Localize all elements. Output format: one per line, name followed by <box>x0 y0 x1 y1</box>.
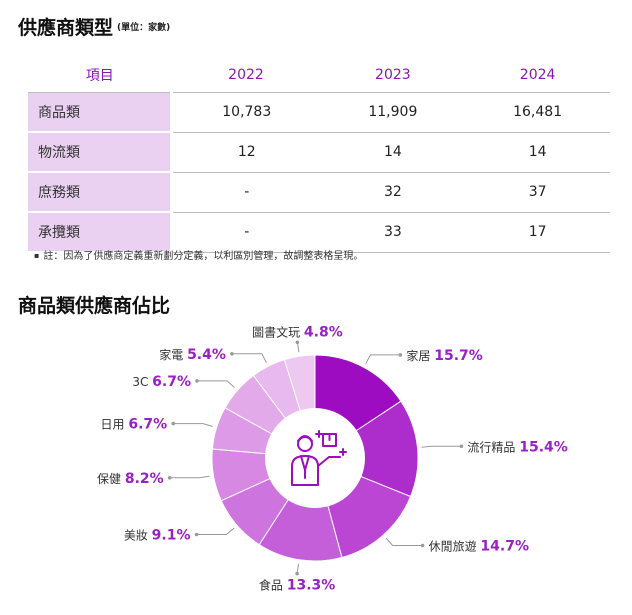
slice-label: 圖書文玩 4.8% <box>252 324 343 340</box>
slice-percent: 6.7% <box>128 417 167 433</box>
slice-percent: 8.2% <box>125 471 164 487</box>
slice-label: 保健 8.2% <box>97 471 164 487</box>
slice-percent: 6.7% <box>152 374 191 390</box>
slice-percent: 14.7% <box>480 539 529 555</box>
slice-label: 家居 15.7% <box>406 348 482 364</box>
table-cell: 10,783 <box>171 92 321 133</box>
table-row: 商品類 10,783 11,909 16,481 <box>28 92 610 133</box>
leader-lines <box>167 340 464 576</box>
leader-line <box>173 423 213 427</box>
table-cell: - <box>171 212 321 253</box>
header-2024: 2024 <box>465 58 610 93</box>
slice-name: 食品 <box>259 578 287 593</box>
leader-line <box>421 445 462 448</box>
table-cell: 11,909 <box>320 92 466 133</box>
merchant-with-box-icon <box>291 430 347 486</box>
table-row: 物流類 12 14 14 <box>28 132 610 173</box>
leader-dot <box>420 543 425 548</box>
slice-label: 3C 6.7% <box>132 374 191 390</box>
leader-dot <box>194 532 199 537</box>
footnote-text: 註：因為了供應商定義重新劃分定義，以利區別管理，故調整表格呈現。 <box>43 251 364 262</box>
supplier-table: 項目 2022 2023 2024 商品類 10,783 11,909 16,4… <box>28 58 610 253</box>
share-chart-title-text: 商品類供應商佔比 <box>18 295 171 317</box>
slice-percent: 15.7% <box>434 348 483 364</box>
row-label: 庶務類 <box>28 172 173 213</box>
leader-line <box>231 353 267 363</box>
slice-label: 日用 6.7% <box>101 417 168 433</box>
slice-name: 3C <box>132 375 152 389</box>
leader-dot <box>230 352 234 356</box>
table-cell: 14 <box>320 132 466 173</box>
table-cell: 17 <box>465 212 610 253</box>
leader-dot <box>295 571 299 576</box>
slice-name: 保健 <box>97 472 125 486</box>
table-cell: - <box>171 172 321 213</box>
slice-labels: 家居 15.7% 流行精品 15.4% 休閒旅遊 14.7% 食品 13.3% 美妝 9… <box>97 324 568 593</box>
supplier-types-title-text: 供應商類型 <box>18 17 114 39</box>
slice-label: 美妝 9.1% <box>124 528 191 544</box>
slice-percent: 9.1% <box>152 528 191 544</box>
share-chart-title: 商品類供應商佔比 <box>18 291 170 318</box>
table-cell: 12 <box>171 132 321 173</box>
supplier-types-title: 供應商類型 (單位：家數) <box>18 13 170 40</box>
table-cell: 16,481 <box>465 92 610 133</box>
slice-name: 圖書文玩 <box>252 324 304 339</box>
donut-slice <box>313 400 419 498</box>
slice-percent: 4.8% <box>304 324 343 340</box>
slice-percent: 5.4% <box>187 347 226 363</box>
slice-label: 食品 13.3% <box>259 578 335 594</box>
leader-dot <box>398 353 403 357</box>
slice-name: 美妝 <box>124 529 152 543</box>
slice-name: 家居 <box>406 348 434 363</box>
slice-name: 休閒旅遊 <box>429 539 481 554</box>
header-2023: 2023 <box>320 58 466 93</box>
table-footnote: ▪ 註：因為了供應商定義重新劃分定義，以利區別管理，故調整表格呈現。 <box>34 247 363 262</box>
leader-line <box>169 475 210 479</box>
unit-label: (單位：家數) <box>117 23 171 33</box>
leader-line <box>385 537 423 546</box>
slice-name: 家電 <box>159 347 187 362</box>
table-cell: 14 <box>465 132 610 173</box>
slice-percent: 15.4% <box>519 439 568 455</box>
table-cell: 33 <box>320 212 466 253</box>
leader-dot <box>167 476 172 480</box>
table-cell: 32 <box>320 172 466 213</box>
row-label: 物流類 <box>28 132 173 173</box>
leader-line <box>196 527 235 535</box>
slice-label: 家電 5.4% <box>159 347 226 363</box>
leader-dot <box>295 340 300 345</box>
header-2022: 2022 <box>171 58 321 93</box>
slice-name: 日用 <box>101 418 129 432</box>
slice-label: 流行精品 15.4% <box>467 439 567 455</box>
row-label: 承攬類 <box>28 212 173 253</box>
header-item: 項目 <box>28 58 172 93</box>
leader-dot <box>195 379 199 383</box>
slice-label: 休閒旅遊 14.7% <box>429 539 529 555</box>
table-row: 承攬類 - 33 17 <box>28 212 610 253</box>
table-header-row: 項目 2022 2023 2024 <box>28 58 610 93</box>
leader-dot <box>459 444 464 449</box>
slice-name: 流行精品 <box>467 440 519 454</box>
leader-line <box>197 380 235 388</box>
slice-percent: 13.3% <box>287 578 336 594</box>
table-cell: 37 <box>465 172 610 213</box>
row-label: 商品類 <box>28 92 173 133</box>
table-row: 庶務類 - 32 37 <box>28 172 610 213</box>
bullet-icon: ▪ <box>34 251 40 260</box>
leader-line <box>365 354 401 365</box>
leader-dot <box>171 421 175 426</box>
